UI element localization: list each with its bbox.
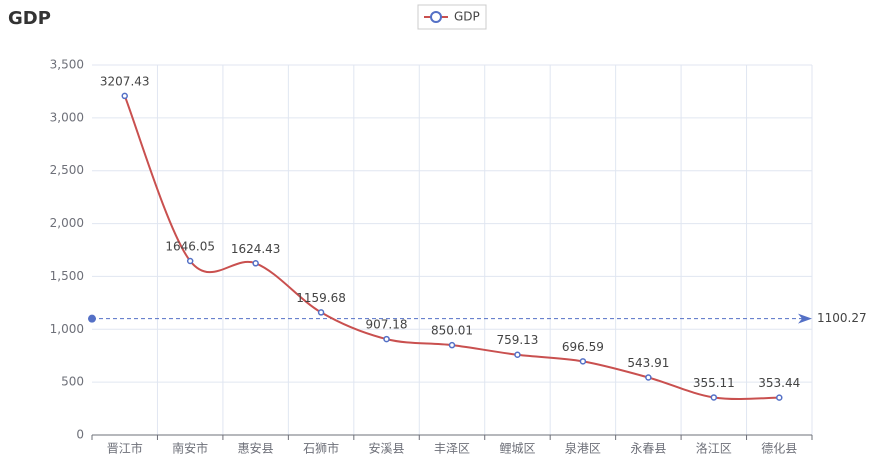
data-label: 907.18: [366, 318, 408, 332]
y-tick-label: 2,000: [50, 216, 84, 230]
data-label: 353.44: [758, 376, 800, 390]
x-tick-label: 安溪县: [369, 441, 405, 456]
legend-box: [417, 4, 487, 30]
point: [186, 257, 194, 265]
x-tick-label: 南安市: [172, 441, 208, 456]
data-label: 696.59: [562, 340, 604, 354]
point: [383, 335, 390, 343]
point: [776, 394, 783, 401]
data-label: 759.13: [496, 333, 538, 347]
x-tick-label: 鲤城区: [499, 442, 535, 456]
y-tick-label: 1,500: [50, 269, 84, 283]
point: [448, 341, 456, 349]
data-label: 3207.43: [100, 74, 150, 88]
point: [579, 358, 587, 365]
legend-marker: [430, 11, 442, 23]
x-tick-label: 永春县: [630, 442, 666, 456]
average-arrow: [798, 313, 812, 324]
average-start: [88, 314, 96, 323]
data-label: 355.11: [693, 376, 735, 390]
y-tick-label: 1,000: [50, 322, 84, 336]
legend-label: GDP: [454, 10, 480, 24]
point: [252, 260, 259, 267]
data-label: 1624.43: [231, 242, 281, 256]
y-tick-label: 3,000: [50, 110, 84, 124]
x-tick-label: 石狮市: [303, 441, 339, 456]
x-tick-label: 惠安县: [238, 441, 274, 456]
y-tick-label: 2,500: [50, 163, 84, 177]
x-tick-label: 德化县: [761, 441, 797, 456]
data-label: 850.01: [431, 324, 473, 338]
average-label: 1100.27: [817, 311, 867, 325]
data-label: 1159.68: [296, 291, 346, 305]
point: [645, 374, 652, 381]
series-line: [123, 95, 780, 400]
point: [514, 351, 521, 358]
data-label: 1646.05: [165, 239, 215, 253]
chart-title: GDP: [8, 8, 51, 29]
x-tick-label: 泉港区: [565, 442, 601, 456]
y-tick-label: 500: [61, 375, 84, 389]
x-tick-label: 洛江区: [696, 441, 732, 456]
data-label: 543.91: [627, 356, 669, 370]
y-tick-label: 3,500: [50, 58, 84, 72]
y-tick-label: 0: [76, 428, 84, 442]
x-tick-label: 丰泽区: [434, 442, 470, 456]
x-tick-label: 晋江市: [107, 441, 143, 456]
point: [710, 394, 718, 401]
point: [121, 92, 128, 100]
point: [317, 309, 325, 316]
